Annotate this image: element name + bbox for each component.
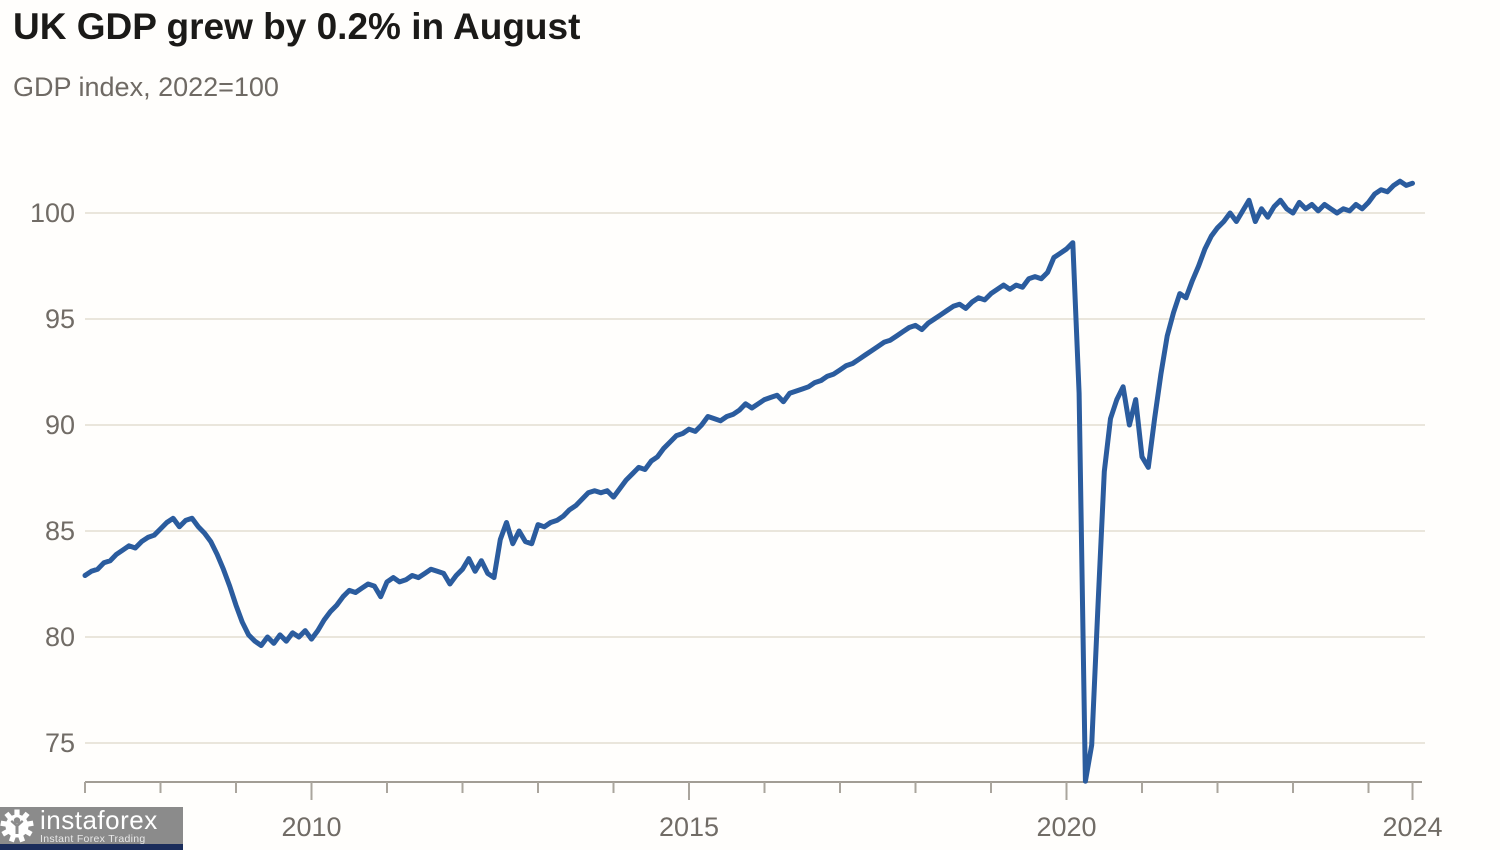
svg-text:2010: 2010 — [281, 812, 341, 842]
y-axis-labels: 75 80 85 90 95 100 — [30, 198, 75, 758]
svg-text:2015: 2015 — [659, 812, 719, 842]
chart-subtitle: GDP index, 2022=100 — [13, 72, 279, 102]
svg-text:80: 80 — [45, 622, 75, 652]
logo-brand-text: instaforex — [40, 804, 158, 835]
gridlines — [85, 212, 1425, 744]
gdp-line-series — [82, 178, 1415, 784]
svg-text:85: 85 — [45, 516, 75, 546]
svg-text:2020: 2020 — [1036, 812, 1096, 842]
svg-text:95: 95 — [45, 304, 75, 334]
x-axis-labels: 2010 2015 2020 2024 — [281, 812, 1442, 842]
svg-text:100: 100 — [30, 198, 75, 228]
chart-title: UK GDP grew by 0.2% in August — [13, 6, 581, 47]
instaforex-gear-icon — [0, 809, 34, 842]
svg-text:90: 90 — [45, 410, 75, 440]
instaforex-logo: instaforex Instant Forex Trading — [0, 807, 183, 844]
svg-text:2024: 2024 — [1382, 812, 1442, 842]
logo-accent-bar — [0, 844, 183, 850]
x-axis — [84, 781, 1422, 800]
logo-tagline-text: Instant Forex Trading — [40, 832, 146, 845]
svg-text:75: 75 — [45, 728, 75, 758]
